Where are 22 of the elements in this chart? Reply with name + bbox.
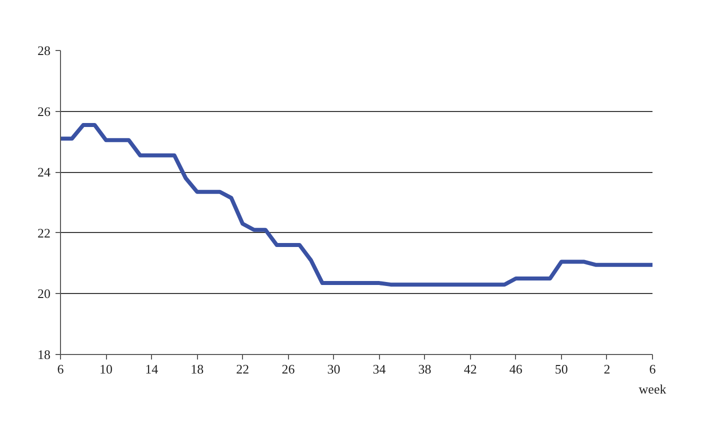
x-tick-label: 6 <box>649 362 656 376</box>
x-tick-label: 14 <box>145 362 159 376</box>
x-tick-label: 42 <box>464 362 477 376</box>
x-axis-title: week <box>638 382 667 396</box>
y-tick-label: 20 <box>38 286 50 302</box>
x-tick-label: 50 <box>554 362 568 376</box>
y-tick-label: 28 <box>38 43 50 58</box>
x-tick-label: 2 <box>604 362 610 376</box>
x-tick-label: 6 <box>57 362 64 376</box>
x-tick-label: 38 <box>418 362 432 376</box>
x-tick-label: 26 <box>282 362 296 376</box>
line-series <box>60 122 652 287</box>
y-tick-label: 24 <box>38 164 51 180</box>
x-tick-label: 22 <box>236 362 250 376</box>
x-tick-label: 34 <box>372 362 386 376</box>
y-tick-label: 22 <box>38 225 50 240</box>
y-tick-label: 26 <box>38 104 51 119</box>
x-tick-label: 18 <box>190 362 204 376</box>
y-tick-label: 18 <box>38 347 50 362</box>
x-tick-label: 30 <box>327 362 340 376</box>
x-tick-label: 10 <box>100 362 113 376</box>
x-tick-label: 46 <box>509 362 523 376</box>
